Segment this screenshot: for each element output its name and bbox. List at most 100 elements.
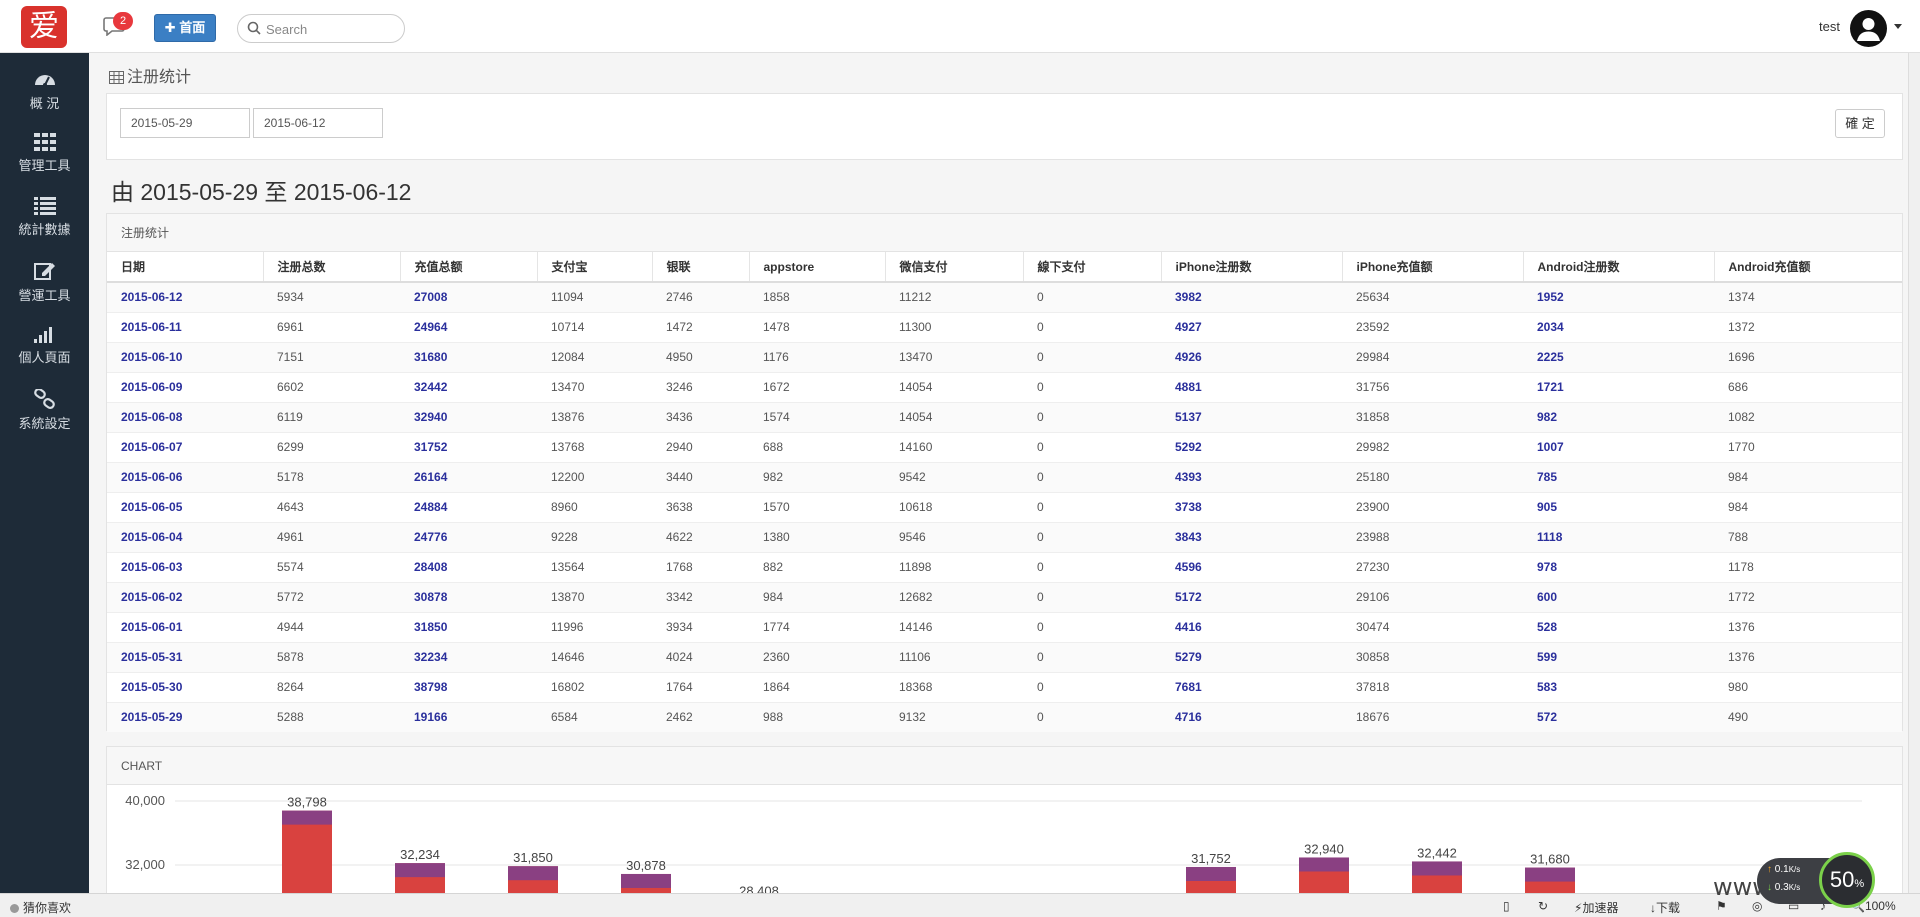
- table-cell-link[interactable]: 24776: [400, 521, 537, 552]
- column-header[interactable]: 日期: [107, 252, 264, 283]
- column-header[interactable]: 充值总额: [400, 252, 538, 283]
- table-cell-link[interactable]: 5172: [1161, 581, 1342, 612]
- table-cell-link[interactable]: 27008: [400, 281, 537, 312]
- table-cell-link[interactable]: 2015-05-30: [107, 671, 263, 702]
- sidebar-item-operations[interactable]: 營運工具: [0, 251, 89, 315]
- confirm-button[interactable]: 確 定: [1835, 109, 1885, 138]
- globe-icon[interactable]: ◎: [1752, 899, 1763, 913]
- table-cell-link[interactable]: 4393: [1161, 461, 1342, 492]
- table-cell-link[interactable]: 19166: [400, 701, 537, 732]
- table-cell-link[interactable]: 2015-06-04: [107, 521, 263, 552]
- table-cell-link[interactable]: 2015-06-07: [107, 431, 263, 462]
- recommend-link[interactable]: 猜你喜欢: [10, 899, 71, 916]
- refresh-icon[interactable]: ↻: [1538, 899, 1549, 913]
- table-cell-link[interactable]: 24884: [400, 491, 537, 522]
- home-button[interactable]: ✚ 首面: [154, 14, 216, 42]
- chevron-down-icon[interactable]: [1894, 24, 1902, 29]
- sidebar-item-settings[interactable]: 系統設定: [0, 379, 89, 443]
- table-cell-link[interactable]: 3738: [1161, 491, 1342, 522]
- table-cell-link[interactable]: 30878: [400, 581, 537, 612]
- table-cell-link[interactable]: 978: [1523, 551, 1714, 582]
- app-logo[interactable]: 爱: [21, 6, 67, 48]
- end-date-input[interactable]: [253, 108, 383, 138]
- table-cell-link[interactable]: 2015-06-06: [107, 461, 263, 492]
- sidebar-item-personal[interactable]: 個人頁面: [0, 315, 89, 379]
- sidebar-item-overview[interactable]: 概 況: [0, 59, 89, 123]
- table-cell-link[interactable]: 7681: [1161, 671, 1342, 702]
- table-cell-link[interactable]: 528: [1523, 611, 1714, 642]
- table-cell-link[interactable]: 2015-06-10: [107, 341, 263, 372]
- column-header[interactable]: iPhone注册数: [1161, 252, 1343, 283]
- column-header[interactable]: Android充值额: [1714, 252, 1902, 283]
- network-speed-widget[interactable]: ↑ 0.1K/s ↓ 0.3K/s 50%: [1757, 852, 1875, 908]
- table-cell-link[interactable]: 4927: [1161, 311, 1342, 342]
- column-header[interactable]: appstore: [749, 252, 886, 283]
- table-cell-link[interactable]: 26164: [400, 461, 537, 492]
- table-cell-link[interactable]: 2015-06-02: [107, 581, 263, 612]
- table-cell-link[interactable]: 5137: [1161, 401, 1342, 432]
- table-cell-link[interactable]: 1952: [1523, 281, 1714, 312]
- username[interactable]: test: [1819, 19, 1840, 34]
- table-cell-link[interactable]: 599: [1523, 641, 1714, 672]
- flag-icon[interactable]: ⚑: [1716, 899, 1727, 913]
- table-cell-link[interactable]: 31680: [400, 341, 537, 372]
- column-header[interactable]: Android注册数: [1523, 252, 1715, 283]
- table-cell-link[interactable]: 583: [1523, 671, 1714, 702]
- table-cell-link[interactable]: 32234: [400, 641, 537, 672]
- window-icon[interactable]: ▭: [1788, 899, 1800, 913]
- table-cell: 984: [749, 581, 885, 612]
- table-cell-link[interactable]: 2015-06-11: [107, 311, 263, 342]
- table-cell-link[interactable]: 2015-06-08: [107, 401, 263, 432]
- table-cell-link[interactable]: 2015-05-29: [107, 701, 263, 732]
- table-cell-link[interactable]: 2015-05-31: [107, 641, 263, 672]
- table-cell-link[interactable]: 785: [1523, 461, 1714, 492]
- table-cell-link[interactable]: 24964: [400, 311, 537, 342]
- table-cell-link[interactable]: 4881: [1161, 371, 1342, 402]
- table-cell-link[interactable]: 600: [1523, 581, 1714, 612]
- table-cell-link[interactable]: 38798: [400, 671, 537, 702]
- sound-icon[interactable]: ♪: [1820, 899, 1826, 913]
- avatar[interactable]: [1850, 10, 1887, 47]
- table-cell-link[interactable]: 4716: [1161, 701, 1342, 732]
- table-cell-link[interactable]: 31752: [400, 431, 537, 462]
- table-cell-link[interactable]: 3982: [1161, 281, 1342, 312]
- table-cell-link[interactable]: 2034: [1523, 311, 1714, 342]
- table-cell-link[interactable]: 2015-06-03: [107, 551, 263, 582]
- table-cell-link[interactable]: 4596: [1161, 551, 1342, 582]
- column-header[interactable]: 注册总数: [263, 252, 401, 283]
- search-box[interactable]: [237, 14, 405, 43]
- column-header[interactable]: 支付宝: [537, 252, 653, 283]
- phone-icon[interactable]: ▯: [1503, 899, 1510, 913]
- download-button[interactable]: ↓下载: [1650, 901, 1681, 915]
- table-cell-link[interactable]: 32940: [400, 401, 537, 432]
- scrollbar[interactable]: [1908, 53, 1920, 893]
- table-cell-link[interactable]: 4926: [1161, 341, 1342, 372]
- table-cell-link[interactable]: 2015-06-12: [107, 281, 263, 312]
- table-cell-link[interactable]: 2015-06-01: [107, 611, 263, 642]
- table-cell-link[interactable]: 3843: [1161, 521, 1342, 552]
- table-cell-link[interactable]: 31850: [400, 611, 537, 642]
- table-cell-link[interactable]: 572: [1523, 701, 1714, 732]
- accelerator-button[interactable]: ⚡加速器: [1574, 901, 1619, 915]
- table-cell-link[interactable]: 32442: [400, 371, 537, 402]
- table-cell-link[interactable]: 982: [1523, 401, 1714, 432]
- table-cell-link[interactable]: 2015-06-05: [107, 491, 263, 522]
- table-cell-link[interactable]: 2225: [1523, 341, 1714, 372]
- table-cell-link[interactable]: 1721: [1523, 371, 1714, 402]
- table-cell-link[interactable]: 4416: [1161, 611, 1342, 642]
- column-header[interactable]: iPhone充值额: [1342, 252, 1524, 283]
- column-header[interactable]: 微信支付: [885, 252, 1024, 283]
- sidebar-item-admin-tools[interactable]: 管理工具: [0, 123, 89, 187]
- sidebar-item-statistics[interactable]: 統計數據: [0, 187, 89, 251]
- table-cell-link[interactable]: 905: [1523, 491, 1714, 522]
- table-cell-link[interactable]: 2015-06-09: [107, 371, 263, 402]
- table-cell-link[interactable]: 1007: [1523, 431, 1714, 462]
- column-header[interactable]: 線下支付: [1023, 252, 1162, 283]
- start-date-input[interactable]: [120, 108, 250, 138]
- table-cell-link[interactable]: 28408: [400, 551, 537, 582]
- column-header[interactable]: 银联: [652, 252, 750, 283]
- table-cell-link[interactable]: 1118: [1523, 521, 1714, 552]
- table-cell-link[interactable]: 5292: [1161, 431, 1342, 462]
- table-cell-link[interactable]: 5279: [1161, 641, 1342, 672]
- search-input[interactable]: [266, 19, 396, 39]
